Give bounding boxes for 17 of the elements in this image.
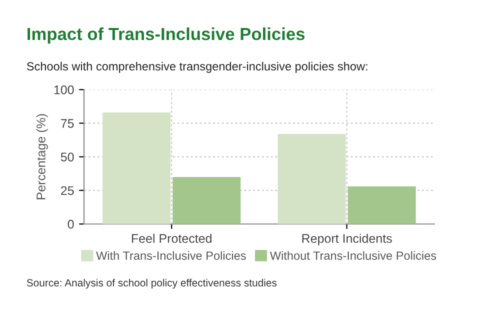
y-tick-label: 100: [54, 85, 74, 94]
legend-label: With Trans-Inclusive Policies: [96, 251, 246, 260]
y-tick-label: 75: [61, 119, 74, 128]
bar: [172, 176, 241, 224]
x-tick-label: Report Incidents: [302, 234, 392, 246]
y-tick-label: 25: [61, 186, 74, 196]
bar: [348, 186, 416, 224]
y-tick-label: 50: [60, 152, 74, 162]
y-tick-label: 0: [68, 220, 74, 229]
y-axis-title: Percentage (%): [36, 114, 48, 200]
source-note: Source: Analysis of school policy effectiveness studies: [26, 278, 277, 289]
legend-label: Without Trans-Inclusive Policies: [270, 251, 436, 260]
chart-title: Impact of Trans-Inclusive Policies: [28, 27, 305, 44]
x-tick-label: Feel Protected: [132, 234, 212, 243]
bar: [102, 112, 171, 224]
chart-subtitle: Schools with comprehensive transgender-inclusive policies show:: [26, 62, 368, 73]
bar: [278, 134, 346, 224]
